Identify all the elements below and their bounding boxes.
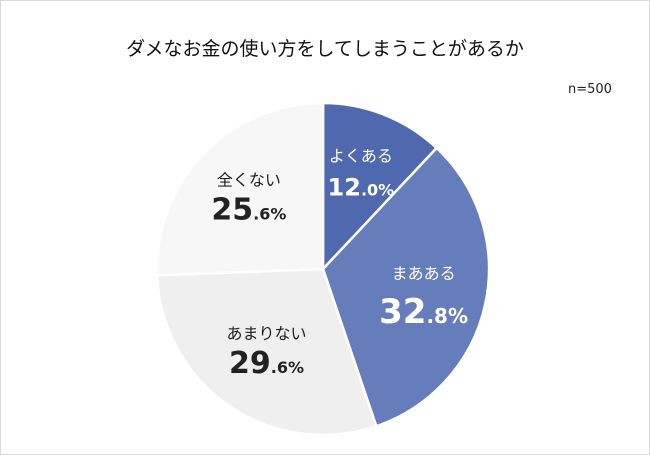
slice-value-label: 32.8%: [379, 292, 468, 332]
chart-title: ダメなお金の使い方をしてしまうことがあるか: [126, 38, 524, 60]
pie-slice: [321, 101, 439, 273]
slice-value-label: 25.6%: [211, 193, 286, 228]
sample-size-note: n=500: [568, 82, 612, 97]
slice-label: まあある: [392, 264, 456, 283]
slice-label: 全くない: [217, 171, 281, 190]
slice-value-label: 12.0%: [328, 173, 395, 201]
pie-slice: [155, 101, 325, 277]
slice-label: あまりない: [226, 324, 306, 343]
slice-value-label: 29.6%: [229, 346, 304, 381]
pie-slice: [321, 146, 491, 428]
pie-slice: [155, 267, 378, 437]
slice-label: よくある: [329, 146, 393, 165]
